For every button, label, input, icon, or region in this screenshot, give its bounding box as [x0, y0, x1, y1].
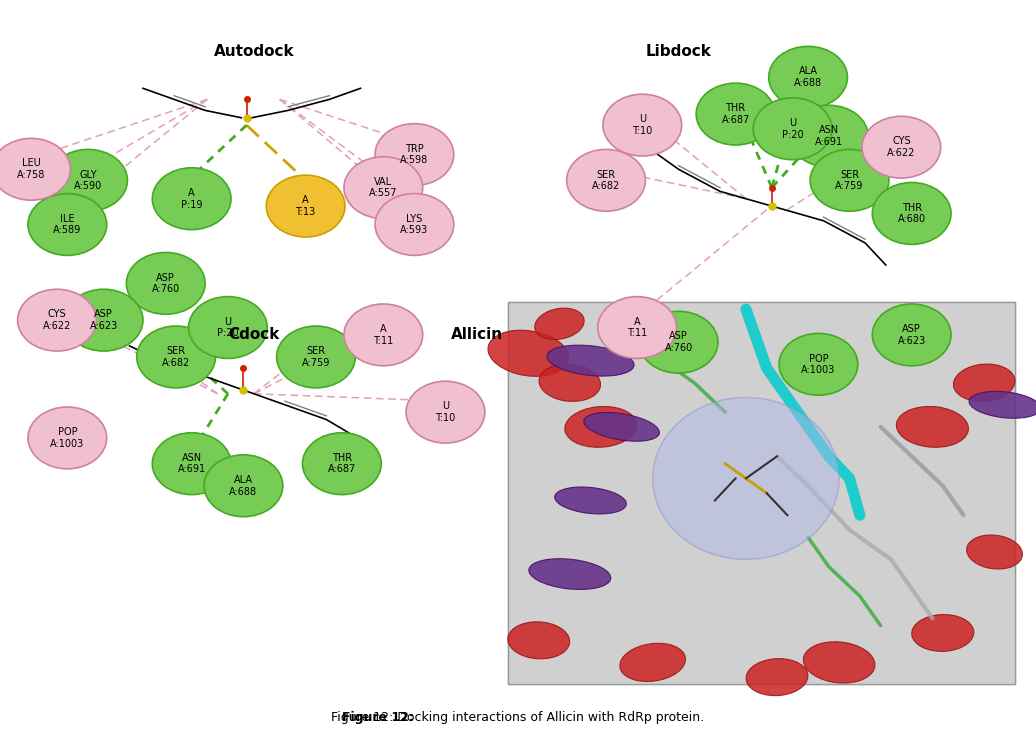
Ellipse shape [28, 407, 107, 469]
Ellipse shape [583, 413, 660, 441]
Ellipse shape [152, 433, 231, 495]
Text: POP
A:1003: POP A:1003 [50, 427, 85, 449]
Ellipse shape [18, 289, 96, 351]
Ellipse shape [653, 397, 839, 559]
Text: ASN
A:691: ASN A:691 [814, 125, 843, 147]
Text: THR
A:680: THR A:680 [897, 202, 926, 224]
Bar [508, 302, 1015, 684]
Ellipse shape [969, 392, 1036, 418]
Text: Cdock: Cdock [228, 328, 280, 342]
Ellipse shape [887, 316, 937, 347]
Ellipse shape [872, 183, 951, 244]
Ellipse shape [64, 289, 143, 351]
Ellipse shape [803, 642, 875, 683]
Ellipse shape [565, 406, 637, 447]
Text: SER
A:759: SER A:759 [835, 169, 864, 191]
Text: A
T:13: A T:13 [295, 195, 316, 217]
Text: A
P:19: A P:19 [181, 188, 202, 210]
Text: SER
A:682: SER A:682 [592, 169, 621, 191]
Text: Allicin: Allicin [451, 328, 502, 342]
Ellipse shape [137, 326, 215, 388]
Ellipse shape [896, 406, 969, 447]
Ellipse shape [344, 304, 423, 366]
Text: SER
A:759: SER A:759 [301, 346, 330, 368]
Ellipse shape [753, 98, 832, 160]
Ellipse shape [872, 304, 951, 366]
Text: SER
A:682: SER A:682 [162, 346, 191, 368]
Ellipse shape [554, 487, 627, 514]
Text: ALA
A:688: ALA A:688 [229, 475, 258, 497]
Text: Libdock: Libdock [645, 44, 712, 59]
Ellipse shape [603, 94, 682, 156]
Text: ASP
A:760: ASP A:760 [664, 331, 693, 353]
Text: U
P:20: U P:20 [218, 316, 238, 339]
Ellipse shape [535, 308, 584, 339]
Ellipse shape [406, 381, 485, 443]
Text: THR
A:687: THR A:687 [721, 103, 750, 125]
Ellipse shape [567, 149, 645, 211]
Text: VAL
A:557: VAL A:557 [369, 177, 398, 199]
Text: Autodock: Autodock [213, 44, 294, 59]
Ellipse shape [912, 615, 974, 651]
Ellipse shape [126, 252, 205, 314]
Bar [508, 302, 1015, 684]
Ellipse shape [204, 455, 283, 517]
Text: ILE
A:589: ILE A:589 [53, 213, 82, 236]
Ellipse shape [769, 46, 847, 108]
Ellipse shape [746, 659, 808, 696]
Ellipse shape [862, 116, 941, 178]
Ellipse shape [598, 297, 677, 358]
Text: CYS
A:622: CYS A:622 [42, 309, 71, 331]
Ellipse shape [375, 124, 454, 185]
Ellipse shape [189, 297, 267, 358]
Ellipse shape [344, 157, 423, 219]
Text: ASN
A:691: ASN A:691 [177, 453, 206, 475]
Ellipse shape [539, 364, 601, 401]
Ellipse shape [488, 330, 569, 376]
Ellipse shape [810, 149, 889, 211]
Text: LYS
A:593: LYS A:593 [400, 213, 429, 236]
Ellipse shape [967, 535, 1023, 569]
Ellipse shape [696, 83, 775, 145]
Text: U
T:10: U T:10 [632, 114, 653, 136]
Ellipse shape [953, 364, 1015, 401]
Ellipse shape [508, 622, 570, 659]
Ellipse shape [789, 105, 868, 167]
Ellipse shape [277, 326, 355, 388]
Text: A
T:11: A T:11 [373, 324, 394, 346]
Ellipse shape [375, 194, 454, 255]
Text: LEU
A:758: LEU A:758 [17, 158, 46, 180]
Text: ASP
A:623: ASP A:623 [89, 309, 118, 331]
Text: U
T:10: U T:10 [435, 401, 456, 423]
Text: ALA
A:688: ALA A:688 [794, 66, 823, 88]
Ellipse shape [303, 433, 381, 495]
Ellipse shape [49, 149, 127, 211]
Ellipse shape [528, 559, 611, 590]
Ellipse shape [28, 194, 107, 255]
Text: U
P:20: U P:20 [782, 118, 803, 140]
Text: A
T:11: A T:11 [627, 316, 648, 339]
Ellipse shape [266, 175, 345, 237]
Text: TRP
A:598: TRP A:598 [400, 144, 429, 166]
Text: Figure 12:: Figure 12: [342, 711, 414, 724]
Ellipse shape [547, 345, 634, 376]
Ellipse shape [639, 311, 718, 373]
Ellipse shape [779, 333, 858, 395]
Text: POP
A:1003: POP A:1003 [801, 353, 836, 375]
Text: GLY
A:590: GLY A:590 [74, 169, 103, 191]
Text: ASP
A:760: ASP A:760 [151, 272, 180, 294]
Text: CYS
A:622: CYS A:622 [887, 136, 916, 158]
Text: ASP
A:623: ASP A:623 [897, 324, 926, 346]
Ellipse shape [152, 168, 231, 230]
Text: THR
A:687: THR A:687 [327, 453, 356, 475]
Ellipse shape [0, 138, 70, 200]
Text: Figure 12: Docking interactions of Allicin with RdRp protein.: Figure 12: Docking interactions of Allic… [332, 711, 704, 724]
Ellipse shape [620, 643, 686, 682]
